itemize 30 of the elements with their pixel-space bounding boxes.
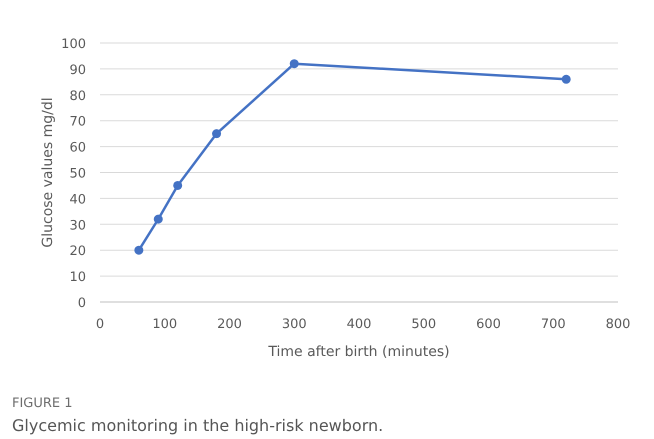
caption: FIGURE 1 <box>12 396 73 411</box>
y-tick-label: 40 <box>69 192 86 208</box>
x-tick-label: 400 <box>346 317 372 332</box>
y-tick-label: 100 <box>61 37 86 52</box>
point <box>290 59 299 68</box>
x-tick-label: 700 <box>540 317 566 332</box>
text: Glycemic monitoring in the high-risk newborn. <box>12 416 384 435</box>
y-tick-label: 90 <box>69 62 86 78</box>
x-tick-label: 500 <box>411 317 436 332</box>
x-tick-label: 600 <box>476 317 501 332</box>
point <box>173 180 182 190</box>
x-tick-label: 800 <box>606 317 630 332</box>
point <box>212 129 222 138</box>
point <box>134 246 144 255</box>
x-tick-label: 100 <box>152 317 178 332</box>
y-tick-label: 50 <box>69 166 86 182</box>
y-axis-title: Glucose values mg/dl <box>40 97 56 248</box>
x-tick-label: 0 <box>96 317 104 332</box>
x-tick-label: 300 <box>282 317 307 332</box>
y-tick-label: 20 <box>69 244 86 260</box>
y-tick-label: 80 <box>69 88 86 104</box>
point <box>154 214 163 224</box>
y-tick-label: 30 <box>69 218 86 234</box>
x-axis-title: Time after birth (minutes) <box>267 344 450 360</box>
y-tick-label: 70 <box>69 114 86 130</box>
y-tick-label: 0 <box>78 296 86 311</box>
y-tick-label: 60 <box>69 140 86 156</box>
y-tick-label: 10 <box>69 270 86 286</box>
point <box>562 74 571 84</box>
x-tick-label: 200 <box>217 317 242 332</box>
